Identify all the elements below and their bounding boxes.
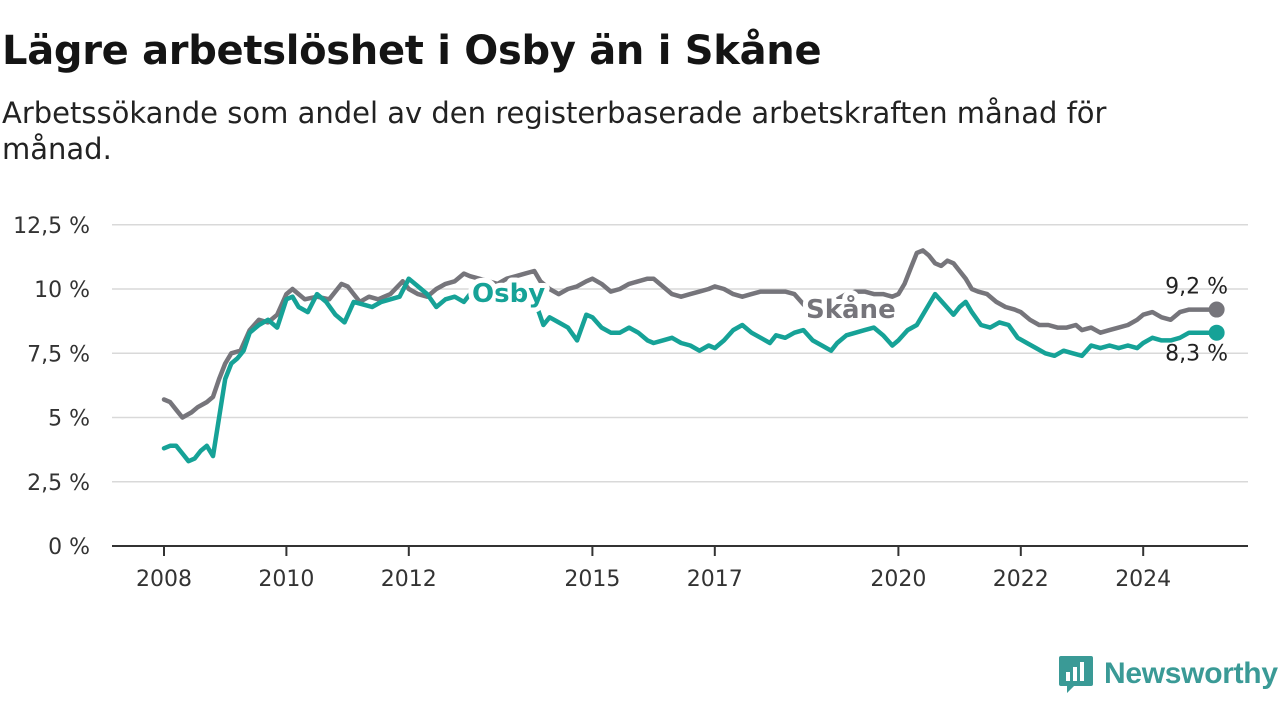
x-tick-label: 2008	[136, 567, 192, 592]
x-tick-label: 2010	[258, 567, 314, 592]
series-lines	[161, 248, 1219, 464]
end-point	[1208, 301, 1225, 318]
x-tick-label: 2024	[1115, 567, 1171, 592]
brand-name: Newsworthy	[1104, 657, 1278, 690]
y-axis-ticks: 0 % 2,5 % 5 % 7,5 % 10 % 12,5 %	[13, 214, 90, 560]
y-tick-label: 7,5 %	[27, 342, 90, 367]
end-value-label: 8,3 %	[1165, 342, 1228, 367]
brand: Newsworthy	[1058, 654, 1278, 694]
chart-subtitle: Arbetssökande som andel av den registerb…	[2, 96, 1107, 166]
end-point	[1208, 324, 1225, 341]
series-label: Osby	[472, 279, 545, 309]
series-label-halo: Skåne	[806, 293, 896, 325]
x-tick-label: 2022	[993, 567, 1049, 592]
end-value-label: 9,2 %	[1165, 275, 1228, 300]
x-tick-label: 2017	[687, 567, 743, 592]
x-tick-label: 2015	[564, 567, 620, 592]
y-tick-label: 2,5 %	[27, 471, 90, 496]
newsworthy-logo-icon	[1059, 656, 1093, 693]
x-tick-label: 2012	[381, 567, 437, 592]
chart-title: Lägre arbetslöshet i Osby än i Skåne	[2, 28, 822, 74]
y-tick-label: 10 %	[34, 278, 90, 303]
y-tick-label: 12,5 %	[13, 214, 90, 239]
series-line-skane	[161, 248, 1219, 420]
y-tick-label: 0 %	[48, 535, 90, 560]
series-line-osby	[161, 276, 1219, 464]
y-tick-label: 5 %	[48, 407, 90, 432]
x-axis: 2008 2010 2012 2015 2017 2020 2022 2024	[112, 545, 1248, 592]
x-tick-label: 2020	[870, 567, 926, 592]
series-label: Skåne	[806, 293, 896, 325]
series-label-halo: Osby	[472, 279, 545, 309]
